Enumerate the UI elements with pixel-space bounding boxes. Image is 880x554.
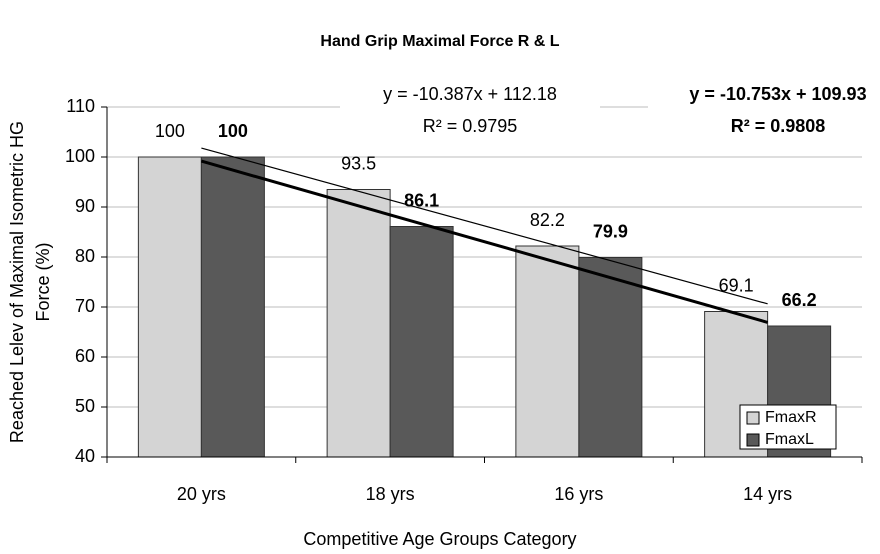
trend-r2: R² = 0.9795 bbox=[423, 116, 518, 136]
trend-line bbox=[200, 159, 769, 324]
equation-box bbox=[340, 80, 600, 142]
x-tick-label: 18 yrs bbox=[366, 484, 415, 504]
trend-line bbox=[201, 147, 768, 305]
x-tick-label: 20 yrs bbox=[177, 484, 226, 504]
bar bbox=[137, 156, 202, 458]
bar bbox=[200, 156, 265, 458]
bar bbox=[389, 226, 454, 458]
y-tick-label: 50 bbox=[75, 396, 95, 416]
legend-label: FmaxL bbox=[765, 431, 814, 448]
y-tick-label: 60 bbox=[75, 346, 95, 366]
trend-equation: y = -10.753x + 109.93 bbox=[689, 84, 866, 104]
bar bbox=[578, 257, 643, 458]
y-tick-label: 110 bbox=[66, 96, 95, 116]
equation-box bbox=[648, 80, 880, 142]
y-axis-title: Force (%) bbox=[33, 242, 53, 321]
y-axis-title: Reached Lelev of Maximal Isometric HG bbox=[7, 121, 27, 443]
data-label: 100 bbox=[155, 121, 185, 141]
chart-title: Hand Grip Maximal Force R & L bbox=[320, 33, 559, 50]
y-tick-label: 80 bbox=[75, 246, 95, 266]
x-tick-label: 14 yrs bbox=[743, 484, 792, 504]
bar bbox=[326, 189, 391, 458]
data-label: 100 bbox=[218, 121, 248, 141]
data-label: 66.2 bbox=[782, 290, 817, 310]
bar bbox=[515, 245, 580, 458]
legend-swatch bbox=[746, 433, 760, 447]
trend-r2: R² = 0.9808 bbox=[731, 116, 826, 136]
x-axis-title: Competitive Age Groups Category bbox=[303, 529, 576, 549]
x-tick-label: 16 yrs bbox=[554, 484, 603, 504]
data-label: 86.1 bbox=[404, 190, 439, 210]
data-label: 93.5 bbox=[341, 153, 376, 173]
data-label: 79.9 bbox=[593, 221, 628, 241]
data-label: 82.2 bbox=[530, 210, 565, 230]
y-tick-label: 100 bbox=[65, 146, 95, 166]
y-tick-label: 90 bbox=[75, 196, 95, 216]
trend-equation: y = -10.387x + 112.18 bbox=[383, 84, 557, 104]
y-tick-label: 40 bbox=[75, 446, 95, 466]
data-label: 69.1 bbox=[719, 275, 754, 295]
y-tick-label: 70 bbox=[75, 296, 95, 316]
legend-swatch bbox=[746, 411, 760, 425]
legend-label: FmaxR bbox=[765, 409, 817, 426]
